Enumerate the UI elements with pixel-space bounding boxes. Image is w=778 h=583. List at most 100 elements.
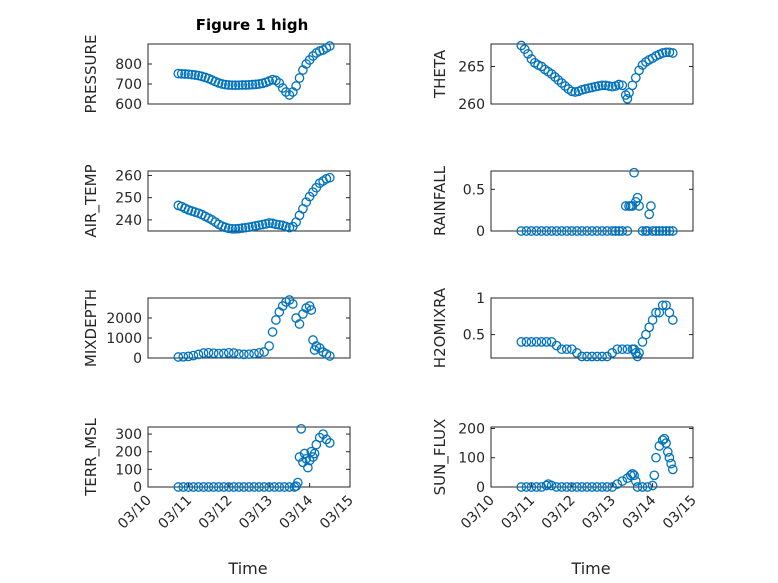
pressure-data-point <box>291 81 301 91</box>
sun-flux-y-tick-label: 0 <box>476 480 485 496</box>
air-temp-data-point <box>227 223 238 234</box>
rainfall-data-point <box>647 226 658 236</box>
mixdepth-y-tick-label: 1000 <box>106 331 142 347</box>
pressure-data-point <box>281 87 291 97</box>
pressure-data-point <box>237 80 248 90</box>
sun-flux-data-point <box>551 482 562 492</box>
pressure-data-point <box>230 80 241 91</box>
rainfall-data-point <box>617 226 628 236</box>
sun-flux-data-point <box>587 482 597 492</box>
theta-data-point <box>560 81 570 91</box>
h2omixra-data-point <box>634 348 644 358</box>
air-temp-data-point <box>250 221 261 231</box>
pressure-data-point <box>180 69 190 79</box>
pressure-data-point <box>274 78 285 88</box>
terr-msl-data-point <box>213 482 224 492</box>
air-temp-data-point <box>274 219 285 230</box>
terr-msl-y-tick-label: 100 <box>115 462 142 478</box>
rainfall-data-point <box>610 226 621 236</box>
h2omixra-y-tick-label: 1 <box>476 291 485 307</box>
sun-flux-data-point <box>649 470 660 481</box>
mixdepth-data-point <box>324 351 335 361</box>
terr-msl-data-point <box>296 423 307 434</box>
h2omixra-y-ticks: 0.51 <box>463 291 693 344</box>
sun-flux-x-tick-label: 03/10 <box>458 493 498 533</box>
rainfall-data-point <box>634 201 644 211</box>
pressure-data-point <box>247 79 258 90</box>
sun-flux-y-tick-label: 200 <box>458 421 485 437</box>
terr-msl-data-point <box>198 482 209 492</box>
theta-data-point <box>617 80 628 91</box>
air-temp-data-point <box>324 172 335 183</box>
h2omixra-data-point <box>516 337 527 347</box>
air-temp-data-point <box>254 220 264 231</box>
h2omixra-data-point <box>561 344 572 355</box>
pressure-data-point <box>308 51 318 61</box>
air-temp-y-tick-label: 240 <box>115 213 142 229</box>
sun-flux-data-point <box>632 482 643 492</box>
rainfall-data-point <box>597 226 607 236</box>
mixdepth-data-point <box>208 348 219 359</box>
rainfall-y-tick-label: 0 <box>476 224 485 240</box>
pressure-data-point <box>173 68 184 79</box>
air-temp-data-point <box>234 223 244 234</box>
h2omixra-data-point <box>617 344 628 355</box>
pressure-data-point <box>250 79 261 90</box>
rainfall-data-point <box>566 226 577 236</box>
rainfall-data-point <box>664 226 675 236</box>
terr-msl-data-point <box>303 462 313 473</box>
theta-data-point <box>597 80 607 91</box>
terr-msl-x-tick-label: 03/14 <box>277 492 317 532</box>
mixdepth-subplot: 0 1000 2000 MIXDEPTH <box>82 289 351 367</box>
theta-data-point <box>546 69 557 79</box>
pressure-markers <box>173 41 335 100</box>
terr-msl-x-tick-label: 03/11 <box>155 493 195 533</box>
terr-msl-x-tick-label: 03/15 <box>317 493 357 533</box>
sun-flux-data-point <box>602 482 612 492</box>
terr-msl-data-point <box>228 482 239 492</box>
rainfall-data-point <box>541 226 552 236</box>
terr-msl-data-point <box>208 482 219 492</box>
h2omixra-data-point <box>667 315 678 325</box>
rainfall-data-point <box>637 226 648 236</box>
terr-msl-x-tick-label: 03/12 <box>196 493 236 533</box>
rainfall-data-point <box>546 226 557 236</box>
terr-msl-y-tick-label: 0 <box>133 480 142 496</box>
sun-flux-data-point <box>597 482 607 492</box>
pressure-y-ticks: 600 700 800 <box>115 57 350 113</box>
h2omixra-y-tick-label: 0.5 <box>463 328 485 344</box>
sun-flux-data-point <box>572 482 582 492</box>
mixdepth-data-point <box>234 349 244 359</box>
rainfall-data-point <box>556 226 567 236</box>
air-temp-data-point <box>244 222 254 233</box>
terr-msl-data-point <box>318 429 328 439</box>
terr-msl-data-point <box>279 482 290 492</box>
pressure-data-point <box>234 80 244 91</box>
pressure-y-tick-label: 600 <box>115 97 142 113</box>
h2omixra-data-point <box>587 351 597 362</box>
theta-y-tick-label: 265 <box>458 60 485 76</box>
theta-data-point <box>583 83 594 94</box>
sun-flux-x-axis-label: Time <box>570 559 610 578</box>
terr-msl-y-axis-label: TERR_MSL <box>82 417 101 496</box>
air-temp-data-point <box>301 197 312 207</box>
sun-flux-data-point <box>667 464 678 475</box>
rainfall-markers <box>516 167 678 236</box>
rainfall-data-point <box>526 226 537 236</box>
terr-msl-data-point <box>188 482 199 492</box>
rainfall-data-point <box>651 226 661 236</box>
sun-flux-data-point <box>629 470 639 481</box>
sun-flux-data-point <box>657 435 668 446</box>
mixdepth-data-point <box>271 315 281 325</box>
sun-flux-x-tick-label: 03/14 <box>620 492 660 532</box>
theta-data-point <box>661 47 671 58</box>
figure-title: Figure 1 high <box>196 16 309 34</box>
sun-flux-data-point <box>647 480 658 491</box>
sun-flux-data-point <box>546 480 557 491</box>
rainfall-data-point <box>521 226 532 236</box>
rainfall-data-point <box>657 226 668 236</box>
sun-flux-subplot: 0 100 200 03/10 03/11 03/12 03/13 03/14 03/15 S… <box>431 419 700 578</box>
mixdepth-data-point <box>264 341 275 351</box>
theta-y-ticks: 260 265 <box>458 60 693 113</box>
theta-subplot: 260 265 THETA <box>431 40 694 113</box>
